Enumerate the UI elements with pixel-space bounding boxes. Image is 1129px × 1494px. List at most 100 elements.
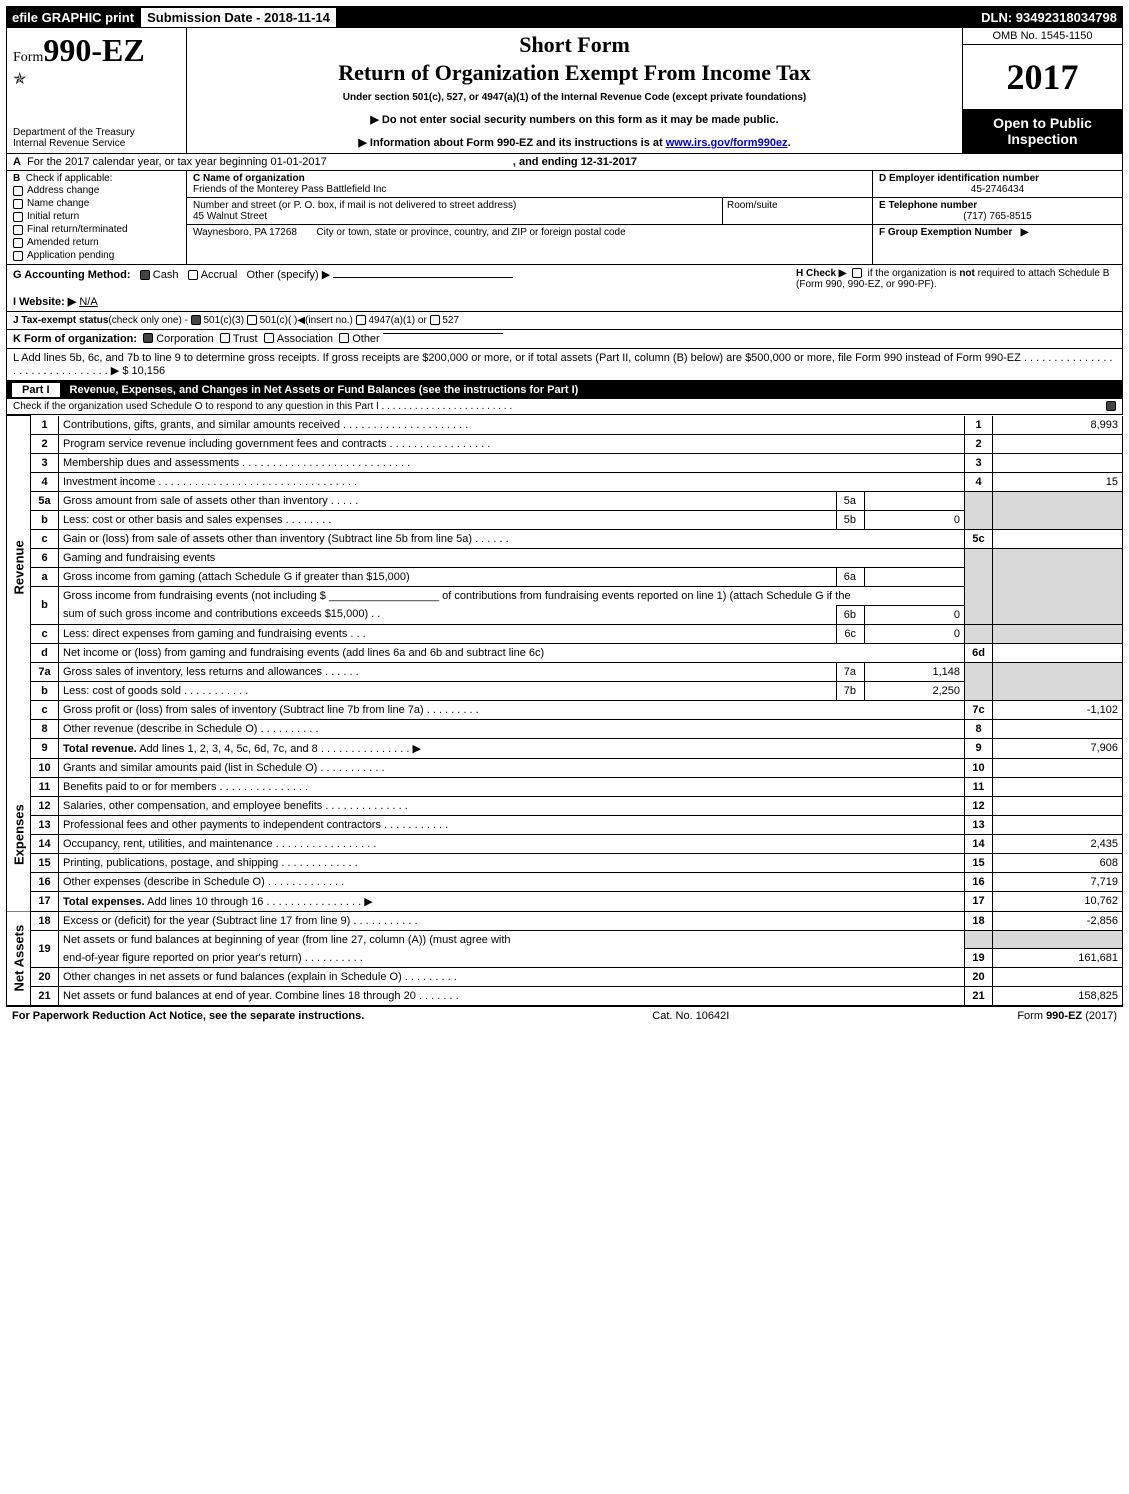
line-6-num: 6 xyxy=(31,548,59,567)
4947-checkbox[interactable] xyxy=(356,315,366,325)
line-6-desc: Gaming and fundraising events xyxy=(59,548,965,567)
name-change-checkbox[interactable] xyxy=(13,199,23,209)
line-15-desc: Printing, publications, postage, and shi… xyxy=(59,853,965,872)
org-name-cell: C Name of organization Friends of the Mo… xyxy=(187,171,872,198)
line-6d-desc: Net income or (loss) from gaming and fun… xyxy=(59,643,965,662)
footer: For Paperwork Reduction Act Notice, see … xyxy=(6,1006,1123,1025)
info-post: . xyxy=(788,137,791,149)
accrual-checkbox[interactable] xyxy=(188,270,198,280)
line-6d-val xyxy=(993,643,1123,662)
form-title: Return of Organization Exempt From Incom… xyxy=(195,60,954,86)
line-18-box: 18 xyxy=(965,911,993,930)
line-21-box: 21 xyxy=(965,987,993,1006)
line-8-desc: Other revenue (describe in Schedule O) .… xyxy=(59,719,965,738)
f-label: F Group Exemption Number xyxy=(879,227,1012,238)
line-5b-sub: 5b xyxy=(837,510,865,529)
line-5a-desc: Gross amount from sale of assets other t… xyxy=(59,491,837,510)
footer-right: Form 990-EZ (2017) xyxy=(1017,1010,1117,1022)
line-14-val: 2,435 xyxy=(993,834,1123,853)
line-6b-sub: 6b xyxy=(837,605,865,624)
line-14-box: 14 xyxy=(965,834,993,853)
line-6b-desc2: sum of such gross income and contributio… xyxy=(59,605,837,624)
line-1-val: 8,993 xyxy=(993,416,1123,435)
short-form-title: Short Form xyxy=(195,32,954,58)
row-j: J Tax-exempt status (check only one) - 5… xyxy=(6,312,1123,330)
other-org-checkbox[interactable] xyxy=(339,333,349,343)
part1-header: Part I Revenue, Expenses, and Changes in… xyxy=(6,381,1123,399)
city-cell: Waynesboro, PA 17268 City or town, state… xyxy=(187,225,872,264)
527-checkbox[interactable] xyxy=(430,315,440,325)
form-prefix: Form xyxy=(13,50,43,65)
tax-year: 2017 xyxy=(963,45,1122,109)
trust-checkbox[interactable] xyxy=(220,333,230,343)
corporation-checkbox[interactable] xyxy=(143,333,153,343)
dept-treasury: Department of the Treasury Internal Reve… xyxy=(13,127,180,149)
association-checkbox[interactable] xyxy=(264,333,274,343)
line-8-num: 8 xyxy=(31,719,59,738)
line-10-val xyxy=(993,758,1123,777)
application-pending-checkbox[interactable] xyxy=(13,251,23,261)
l-text: L Add lines 5b, 6c, and 7b to line 9 to … xyxy=(13,352,1116,377)
line-5b-desc: Less: cost or other basis and sales expe… xyxy=(59,510,837,529)
line-7b-subval: 2,250 xyxy=(865,681,965,700)
501c3-checkbox[interactable] xyxy=(191,315,201,325)
line-5c-desc: Gain or (loss) from sale of assets other… xyxy=(59,529,965,548)
h-label: H Check ▶ xyxy=(796,268,846,279)
line-19-shade-val xyxy=(993,930,1123,949)
line-15-box: 15 xyxy=(965,853,993,872)
schedule-o-checkbox[interactable] xyxy=(1106,401,1116,411)
line-19-box: 19 xyxy=(965,949,993,968)
website-value: N/A xyxy=(79,296,97,308)
line-9-num: 9 xyxy=(31,738,59,758)
phone-value: (717) 765-8515 xyxy=(879,211,1116,222)
line-3-val xyxy=(993,453,1123,472)
line-6c-num: c xyxy=(31,624,59,643)
line-5c-val xyxy=(993,529,1123,548)
501c-label: 501(c)( )◀(insert no.) xyxy=(260,315,353,326)
line-2-val xyxy=(993,434,1123,453)
line-13-val xyxy=(993,815,1123,834)
line-7ab-shade-val xyxy=(993,662,1123,700)
other-org-label: Other xyxy=(352,333,380,345)
line-7c-box: 7c xyxy=(965,700,993,719)
cash-checkbox[interactable] xyxy=(140,270,150,280)
line-17-bold: Total expenses. xyxy=(63,896,145,908)
footer-right-post: (2017) xyxy=(1082,1010,1117,1022)
irs-link[interactable]: www.irs.gov/form990ez xyxy=(666,137,788,149)
street-address: 45 Walnut Street xyxy=(193,211,267,222)
footer-right-bold: 990-EZ xyxy=(1046,1010,1082,1022)
k-label: K Form of organization: xyxy=(13,333,137,345)
dln: DLN: 93492318034798 xyxy=(981,10,1117,25)
line-5ab-shade xyxy=(965,491,993,529)
final-return-checkbox[interactable] xyxy=(13,225,23,235)
line-18-desc: Excess or (deficit) for the year (Subtra… xyxy=(59,911,965,930)
part1-sub-text: Check if the organization used Schedule … xyxy=(13,401,512,412)
line-20-num: 20 xyxy=(31,968,59,987)
line-2-desc: Program service revenue including govern… xyxy=(59,434,965,453)
line-9-desc: Total revenue. Add lines 1, 2, 3, 4, 5c,… xyxy=(59,738,965,758)
line-20-box: 20 xyxy=(965,968,993,987)
501c3-label: 501(c)(3) xyxy=(203,315,244,326)
group-exemption-cell: F Group Exemption Number ▶ xyxy=(873,225,1122,264)
501c-checkbox[interactable] xyxy=(247,315,257,325)
g-label: G Accounting Method: xyxy=(13,269,131,281)
expenses-sidelabel: Expenses xyxy=(7,758,31,911)
line-9-rest: Add lines 1, 2, 3, 4, 5c, 6d, 7c, and 8 … xyxy=(137,743,421,755)
line-6a-sub: 6a xyxy=(837,567,865,586)
line-4-val: 15 xyxy=(993,472,1123,491)
initial-return-checkbox[interactable] xyxy=(13,212,23,222)
line-4-num: 4 xyxy=(31,472,59,491)
f-arrow: ▶ xyxy=(1021,227,1029,238)
under-section: Under section 501(c), 527, or 4947(a)(1)… xyxy=(195,92,954,103)
name-change-label: Name change xyxy=(27,198,89,209)
line-6c-desc: Less: direct expenses from gaming and fu… xyxy=(59,624,837,643)
line-20-desc: Other changes in net assets or fund bala… xyxy=(59,968,965,987)
line-7ab-shade xyxy=(965,662,993,700)
h-checkbox[interactable] xyxy=(852,268,862,278)
tax-year-begin: For the 2017 calendar year, or tax year … xyxy=(27,156,327,168)
line-16-val: 7,719 xyxy=(993,872,1123,891)
address-change-checkbox[interactable] xyxy=(13,186,23,196)
amended-return-checkbox[interactable] xyxy=(13,238,23,248)
part1-title: Revenue, Expenses, and Changes in Net As… xyxy=(70,384,579,396)
line-19-shade xyxy=(965,930,993,949)
